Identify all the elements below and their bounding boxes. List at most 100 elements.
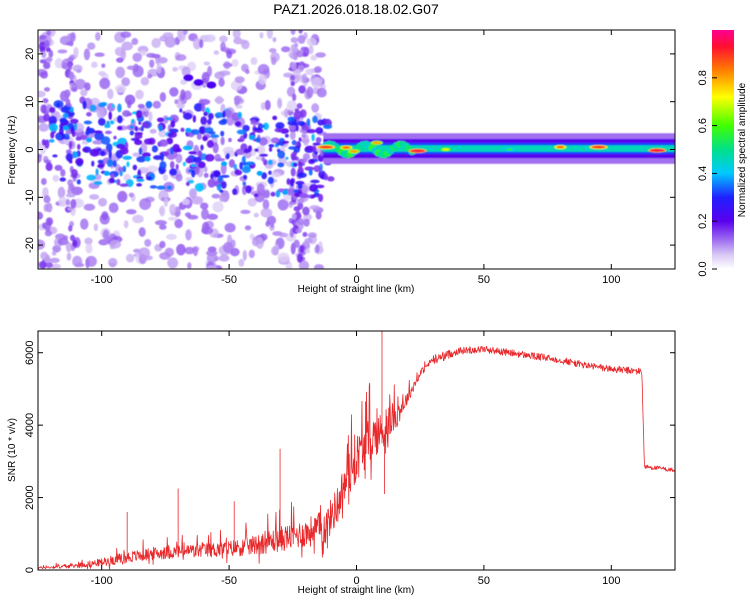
heatmap-cell <box>48 123 59 132</box>
heatmap-cell <box>131 118 135 125</box>
heatmap-cell <box>172 66 178 72</box>
heatmap-cell <box>206 81 217 89</box>
heatmap-cell <box>289 131 296 140</box>
heatmap-cell <box>218 77 225 87</box>
heatmap-cell <box>206 140 214 148</box>
heatmap-cell <box>82 100 87 110</box>
heatmap-cell <box>63 125 70 131</box>
heatmap-cell <box>232 30 241 39</box>
heatmap-cell <box>208 131 216 135</box>
heatmap-ridge-peak <box>410 149 425 153</box>
heatmap-cell <box>215 157 226 162</box>
heatmap-cell <box>263 122 270 131</box>
heatmap-cell <box>199 39 204 49</box>
heatmap-cell <box>287 116 295 122</box>
heatmap-cell <box>108 177 115 184</box>
heatmap-cell <box>57 49 68 54</box>
heatmap-cell <box>158 166 162 172</box>
heatmap-cell <box>303 218 310 227</box>
colorbar-tick-label: 0.6 <box>697 118 709 133</box>
heatmap-cell <box>97 117 106 126</box>
heatmap-cell <box>245 69 250 75</box>
heatmap-cell <box>134 125 139 132</box>
heatmap-cell <box>48 138 55 143</box>
heatmap-cell <box>164 247 175 257</box>
heatmap-cell <box>270 172 281 178</box>
heatmap-cell <box>82 147 89 153</box>
heatmap-cell <box>267 176 274 185</box>
heatmap-cell <box>295 124 299 132</box>
figure-title: PAZ1.2026.018.18.02.G07 <box>273 1 439 17</box>
heatmap-cell <box>244 225 252 231</box>
heatmap-cell <box>324 173 328 181</box>
heatmap-cell <box>259 124 266 128</box>
heatmap-cell <box>281 140 290 144</box>
spectrogram-y-tick-label: 10 <box>24 96 36 108</box>
heatmap-cell <box>310 54 318 61</box>
heatmap-cell <box>159 224 167 230</box>
heatmap-cell <box>299 158 308 164</box>
heatmap-ridge-peak <box>591 145 606 149</box>
heatmap-cell <box>122 155 133 160</box>
heatmap-cell <box>103 170 110 176</box>
heatmap-cell <box>115 66 126 79</box>
heatmap-cell <box>205 265 217 269</box>
heatmap-cell <box>158 139 169 147</box>
heatmap-cell <box>67 62 73 71</box>
heatmap-cell <box>184 212 192 218</box>
heatmap-cell <box>101 63 106 68</box>
heatmap-cell <box>292 162 298 167</box>
heatmap-cell <box>89 194 100 200</box>
heatmap-cell <box>98 102 106 108</box>
heatmap-cell <box>308 158 316 165</box>
heatmap-cell <box>218 119 228 125</box>
heatmap-cell <box>250 119 256 123</box>
heatmap-cell <box>70 198 77 209</box>
heatmap-cell <box>207 118 212 125</box>
heatmap-cell <box>289 178 295 187</box>
heatmap-cell <box>80 89 88 97</box>
heatmap-cell <box>46 202 53 213</box>
heatmap-cell <box>295 180 305 185</box>
heatmap-cell <box>72 151 79 159</box>
heatmap-cell <box>297 198 305 204</box>
heatmap-cell <box>66 252 72 261</box>
heatmap-cell <box>39 260 47 269</box>
heatmap-cell <box>308 45 314 55</box>
heatmap-cell <box>219 35 228 43</box>
heatmap-cell <box>144 239 152 247</box>
heatmap-cell <box>89 148 100 157</box>
heatmap-cell <box>217 175 224 183</box>
heatmap-cell <box>89 104 97 112</box>
heatmap-cell <box>201 71 210 84</box>
heatmap-cell <box>99 77 111 90</box>
heatmap-cell <box>80 218 89 230</box>
heatmap-cell <box>114 46 126 57</box>
heatmap-cell <box>277 162 285 168</box>
heatmap-cell <box>277 150 286 159</box>
heatmap-cell <box>117 166 124 172</box>
heatmap-cell <box>119 183 129 187</box>
heatmap-cell <box>282 190 289 196</box>
heatmap-cell <box>222 241 234 253</box>
heatmap-cell <box>295 228 302 234</box>
heatmap-cell <box>241 155 246 164</box>
heatmap-cell <box>139 198 152 211</box>
heatmap-cell <box>158 129 167 138</box>
heatmap-cell <box>243 174 248 180</box>
heatmap-cell <box>317 119 325 126</box>
heatmap-cell <box>38 239 46 250</box>
heatmap-cell <box>269 48 277 54</box>
heatmap-cell <box>111 103 115 109</box>
heatmap-cell <box>307 232 317 238</box>
heatmap-cell <box>59 117 67 124</box>
heatmap-cell <box>57 186 66 199</box>
spectrogram-heatmap <box>38 30 675 269</box>
heatmap-cell <box>233 95 243 103</box>
heatmap-cell <box>182 30 188 36</box>
heatmap-cell <box>293 189 299 194</box>
colorbar-label: Normalized spectral amplitude <box>737 82 748 217</box>
heatmap-cell <box>65 241 72 253</box>
heatmap-cell <box>65 198 70 206</box>
heatmap-cell <box>99 150 106 157</box>
